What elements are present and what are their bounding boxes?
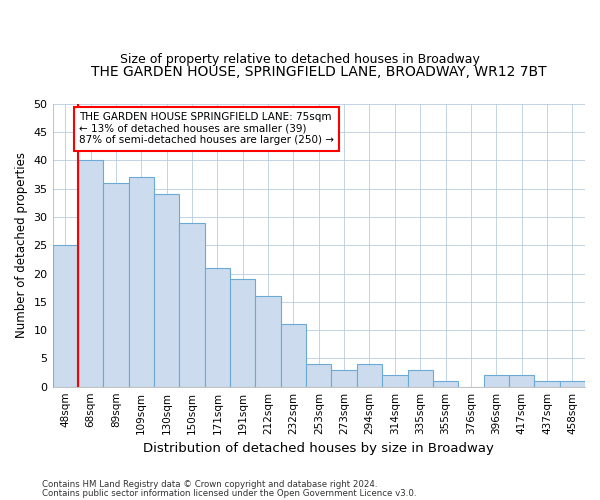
Bar (433, 381, 458, 386)
X-axis label: Distribution of detached houses by size in Broadway: Distribution of detached houses by size … (143, 442, 494, 455)
Bar (534, 381, 560, 386)
Bar (53, 245, 78, 386)
Bar (128, 178, 154, 386)
Bar (281, 324, 306, 386)
Text: Size of property relative to detached houses in Broadway: Size of property relative to detached ho… (120, 52, 480, 66)
Y-axis label: Number of detached properties: Number of detached properties (15, 152, 28, 338)
Bar (230, 279, 256, 386)
Bar (154, 194, 179, 386)
Bar (179, 222, 205, 386)
Bar (256, 296, 281, 386)
Title: THE GARDEN HOUSE, SPRINGFIELD LANE, BROADWAY, WR12 7BT: THE GARDEN HOUSE, SPRINGFIELD LANE, BROA… (91, 65, 547, 79)
Text: Contains public sector information licensed under the Open Government Licence v3: Contains public sector information licen… (42, 488, 416, 498)
Bar (357, 364, 382, 386)
Bar (306, 364, 331, 386)
Bar (78, 160, 103, 386)
Bar (331, 370, 357, 386)
Bar (205, 268, 230, 386)
Bar (560, 381, 585, 386)
Bar (407, 370, 433, 386)
Text: Contains HM Land Registry data © Crown copyright and database right 2024.: Contains HM Land Registry data © Crown c… (42, 480, 377, 489)
Bar (509, 376, 534, 386)
Bar (382, 376, 407, 386)
Bar (103, 183, 128, 386)
Text: THE GARDEN HOUSE SPRINGFIELD LANE: 75sqm
← 13% of detached houses are smaller (3: THE GARDEN HOUSE SPRINGFIELD LANE: 75sqm… (79, 112, 334, 146)
Bar (484, 376, 509, 386)
